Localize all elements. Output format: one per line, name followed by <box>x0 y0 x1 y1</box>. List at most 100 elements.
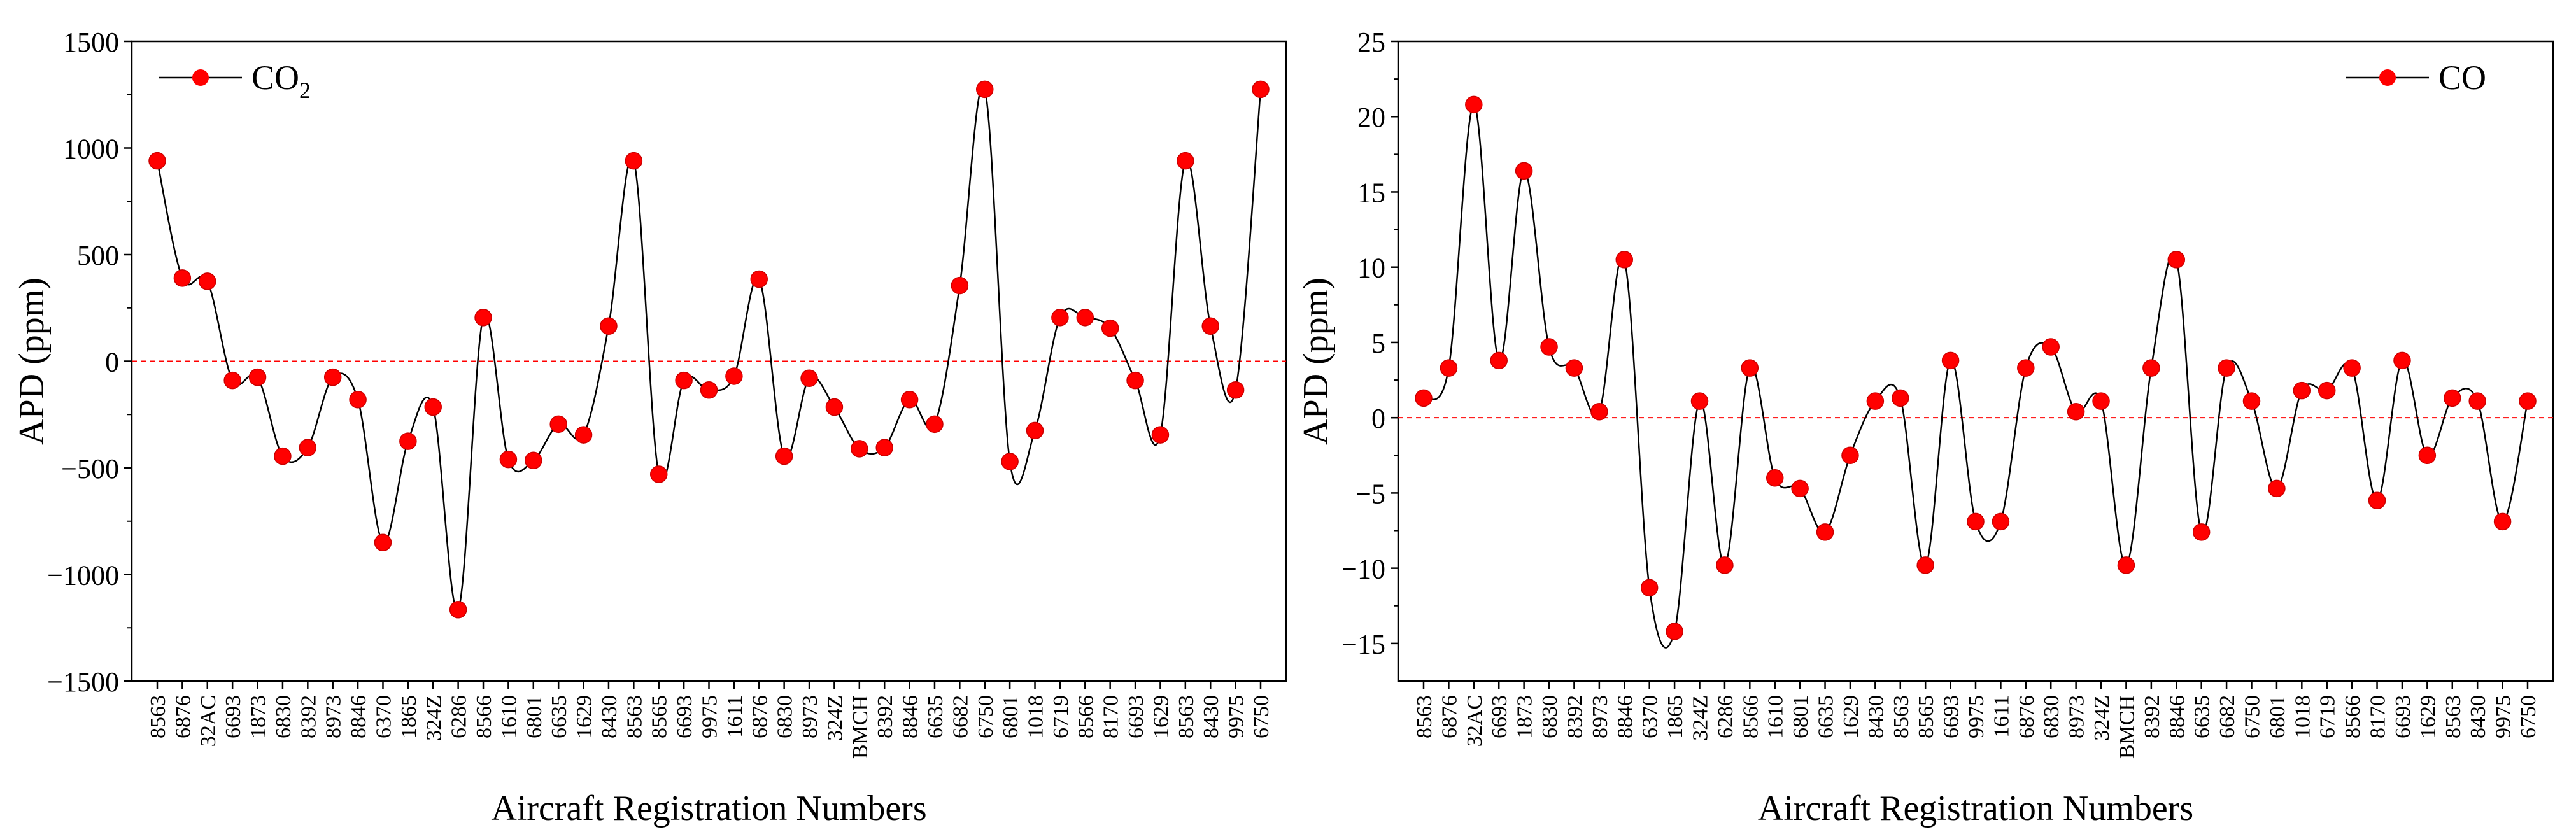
data-point-co2-30 <box>900 391 919 409</box>
x-tick-label-co: 6719 <box>2316 695 2340 738</box>
data-point-co2-9 <box>374 533 392 551</box>
data-point-co2-38 <box>1101 319 1119 337</box>
data-point-co-38 <box>2368 491 2386 509</box>
data-point-co2-25 <box>775 447 793 465</box>
x-tick-label-co2: 1611 <box>723 695 747 738</box>
data-point-co-44 <box>2519 392 2537 410</box>
x-tick-label-co2: 6876 <box>748 695 772 738</box>
series-line-co <box>1423 104 2529 649</box>
data-point-co2-5 <box>274 447 292 465</box>
data-point-co2-34 <box>1001 453 1019 470</box>
data-point-co2-39 <box>1126 371 1144 390</box>
y-tick-label-co2: 500 <box>77 240 119 271</box>
x-tick-label-co2: 6682 <box>949 695 972 738</box>
data-point-co2-26 <box>800 369 818 388</box>
data-point-co2-10 <box>399 432 417 450</box>
x-tick-label-co2: 8973 <box>798 695 822 738</box>
x-tick-label-co2: 8846 <box>899 695 923 738</box>
y-axis-title-co: APD (ppm) <box>1296 278 1336 445</box>
x-tick-label-co2: 8430 <box>1200 695 1223 738</box>
data-point-co-25 <box>2042 338 2060 356</box>
x-tick-label-co: 8392 <box>2141 695 2164 738</box>
x-tick-label-co2: 8563 <box>1175 695 1198 738</box>
data-point-co2-41 <box>1177 152 1194 170</box>
data-point-co-14 <box>1766 469 1784 487</box>
legend-text-co: CO <box>2438 59 2486 97</box>
data-point-co2-28 <box>851 440 868 458</box>
legend-marker-co <box>2379 69 2396 86</box>
x-tick-label-co2: 8563 <box>623 695 646 738</box>
x-tick-label-co: 8846 <box>2165 695 2189 738</box>
data-point-co-37 <box>2343 359 2361 377</box>
data-point-co2-6 <box>299 439 317 456</box>
y-tick-label-co: 25 <box>1357 27 1385 58</box>
x-tick-label-co2: 6801 <box>523 695 546 738</box>
y-tick-label-co: −10 <box>1341 554 1385 585</box>
x-tick-label-co: 6693 <box>1488 695 1511 738</box>
x-tick-label-co2: 32AC <box>197 695 220 747</box>
data-point-co-23 <box>1992 512 2010 531</box>
x-tick-label-co2: 6750 <box>1250 695 1273 738</box>
x-tick-label-co2: 1873 <box>247 695 271 738</box>
data-point-co-2 <box>1465 95 1483 114</box>
x-tick-label-co: 324Z <box>1689 695 1713 741</box>
data-point-co2-22 <box>700 381 718 399</box>
data-point-co-34 <box>2268 479 2286 498</box>
data-point-co-7 <box>1590 402 1608 421</box>
legend-marker-co2 <box>192 69 209 86</box>
data-point-co-3 <box>1490 351 1508 370</box>
y-tick-label-co: −15 <box>1341 629 1385 660</box>
x-tick-label-co2: 6693 <box>673 695 697 738</box>
data-point-co2-15 <box>525 451 542 470</box>
data-point-co2-2 <box>199 272 216 290</box>
x-tick-label-co2: BMCH <box>849 695 872 759</box>
data-point-co-15 <box>1791 479 1809 498</box>
x-tick-label-co2: 8392 <box>874 695 897 738</box>
data-point-co2-20 <box>649 465 668 483</box>
x-tick-label-co: 6370 <box>1639 695 1662 738</box>
data-point-co-40 <box>2418 446 2437 465</box>
data-point-co-13 <box>1741 359 1759 377</box>
legend-text-co2: CO <box>251 59 299 97</box>
x-tick-label-co2: 9975 <box>1225 695 1249 738</box>
x-tick-label-co: 6801 <box>1789 695 1813 738</box>
data-point-co-30 <box>2167 251 2186 269</box>
data-point-co2-29 <box>875 439 893 456</box>
x-tick-label-co: 6682 <box>2216 695 2239 738</box>
x-tick-label-co: 8566 <box>2341 695 2365 738</box>
data-point-co-1 <box>1440 359 1458 377</box>
data-point-co2-12 <box>449 601 467 619</box>
y-tick-label-co: 0 <box>1371 403 1385 434</box>
x-tick-label-co2: 6876 <box>171 695 195 738</box>
y-tick-label-co2: 1500 <box>63 27 119 58</box>
data-point-co-8 <box>1615 251 1634 269</box>
x-tick-label-co2: 8170 <box>1100 695 1123 738</box>
legend-subscript-co2: 2 <box>299 78 311 103</box>
data-point-co-12 <box>1716 556 1734 574</box>
x-axis-title-co: Aircraft Registration Numbers <box>1758 789 2193 828</box>
x-tick-label-co: 8563 <box>2442 695 2465 738</box>
x-tick-label-co: 8563 <box>1890 695 1913 738</box>
data-point-co2-27 <box>825 398 844 416</box>
data-point-co-18 <box>1866 392 1885 410</box>
data-point-co-6 <box>1565 359 1583 377</box>
data-point-co-4 <box>1515 162 1533 180</box>
y-tick-label-co: 15 <box>1357 177 1385 208</box>
data-point-co2-31 <box>926 415 944 434</box>
data-point-co-28 <box>2117 556 2135 574</box>
data-point-co2-17 <box>574 426 593 444</box>
data-point-co2-40 <box>1151 426 1170 444</box>
x-tick-label-co2: 8392 <box>297 695 320 738</box>
x-tick-label-co2: 324Z <box>823 695 847 741</box>
x-tick-label-co: 1629 <box>1839 695 1863 738</box>
data-point-co-42 <box>2468 392 2486 410</box>
x-tick-label-co: 1018 <box>2291 695 2314 738</box>
data-point-co2-43 <box>1226 381 1245 399</box>
y-tick-label-co2: −1000 <box>47 560 119 591</box>
data-point-co-10 <box>1666 623 1683 640</box>
x-tick-label-co2: 324Z <box>422 695 446 741</box>
data-point-co-16 <box>1816 523 1834 541</box>
x-tick-label-co2: 8563 <box>146 695 170 738</box>
